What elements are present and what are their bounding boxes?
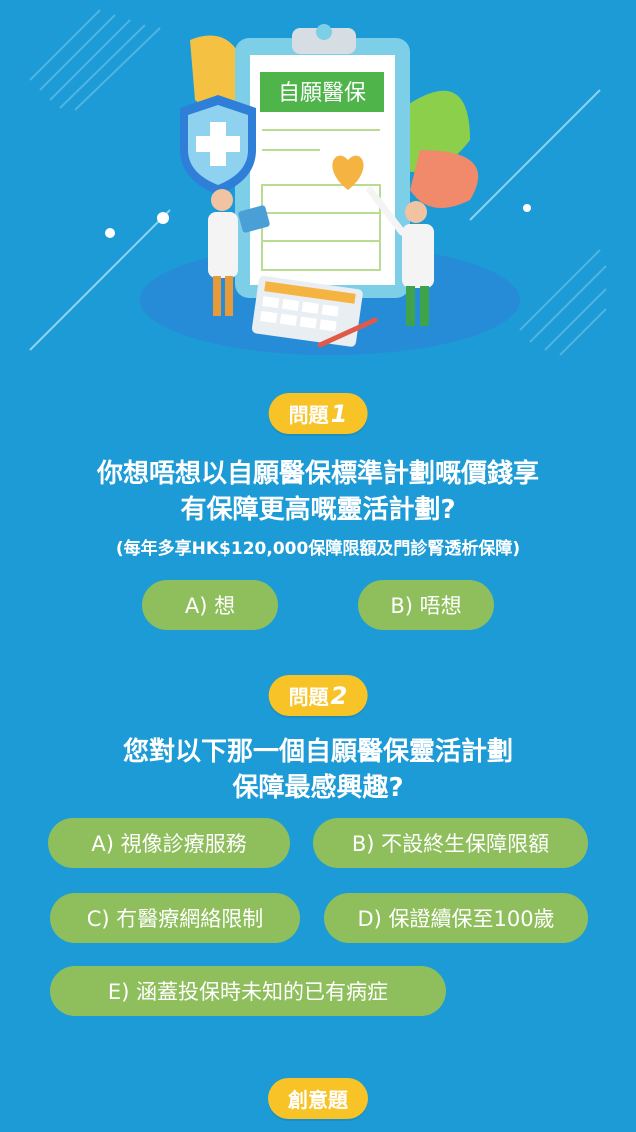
question-1-line-1: 你想唔想以自願醫保標準計劃嘅價錢享	[96, 459, 539, 489]
question-2-badge-label: 問題	[288, 685, 329, 709]
question-1-text: 你想唔想以自願醫保標準計劃嘅價錢享 有保障更高嘅靈活計劃?	[0, 456, 636, 528]
question-2-text: 您對以下那一個自願醫保靈活計劃 保障最感興趣?	[0, 734, 636, 806]
question-2-badge-number: 2	[330, 682, 348, 710]
creative-question-badge: 創意題	[268, 1078, 368, 1119]
question-1-badge-number: 1	[330, 400, 348, 428]
q2-option-b[interactable]: B) 不設終生保障限額	[313, 818, 588, 868]
q1-option-b[interactable]: B) 唔想	[358, 580, 494, 630]
q2-option-a[interactable]: A) 視像診療服務	[48, 818, 290, 868]
question-2-line-1: 您對以下那一個自願醫保靈活計劃	[122, 737, 513, 767]
q1-option-a[interactable]: A) 想	[142, 580, 278, 630]
question-1-note: (每年多享HK$120,000保障限額及門診腎透析保障)	[115, 539, 521, 559]
clipboard-title: 自願醫保	[278, 81, 366, 106]
q2-option-e[interactable]: E) 涵蓋投保時未知的已有病症	[50, 966, 446, 1016]
question-1-badge-label: 問題	[288, 403, 329, 427]
q2-option-c[interactable]: C) 冇醫療網絡限制	[50, 893, 300, 943]
question-1-badge: 問題1	[268, 393, 368, 434]
hero-illustration: 自願醫保	[29, 9, 607, 356]
q2-option-d[interactable]: D) 保證續保至100歲	[324, 893, 588, 943]
question-2-badge: 問題2	[268, 675, 368, 716]
question-2-line-2: 保障最感興趣?	[232, 773, 404, 803]
question-1-line-2: 有保障更高嘅靈活計劃?	[180, 495, 456, 525]
